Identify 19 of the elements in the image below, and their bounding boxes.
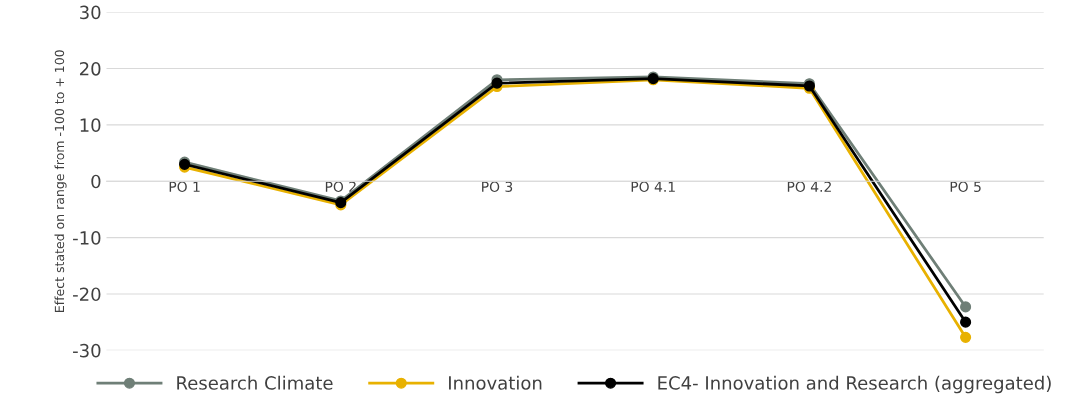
legend-label: Innovation xyxy=(449,375,542,390)
x-tick-label: PO 4.2 xyxy=(787,181,831,192)
y-tick-label: -20 xyxy=(73,287,101,302)
y-tick-label: -30 xyxy=(73,343,101,358)
y-axis-title: Effect stated on range from -100 to + 100 xyxy=(54,50,67,312)
y-tick-label: 0 xyxy=(91,174,101,189)
y-tick-label: 30 xyxy=(80,5,101,20)
legend-label: Research Climate xyxy=(177,375,333,390)
point xyxy=(960,316,972,328)
x-tick-label: PO 1 xyxy=(169,181,200,192)
x-tick-label: PO 5 xyxy=(950,181,981,192)
x-tick-label: PO 3 xyxy=(482,181,513,192)
y-tick-label: 10 xyxy=(80,118,101,132)
legend-label: EC4- Innovation and Research (aggregated) xyxy=(658,375,1051,394)
x-tick-label: PO 4.1 xyxy=(631,181,675,192)
point xyxy=(960,331,972,343)
point xyxy=(960,301,972,313)
y-tick-label: -10 xyxy=(73,231,101,245)
y-tick-label: 20 xyxy=(79,61,101,76)
